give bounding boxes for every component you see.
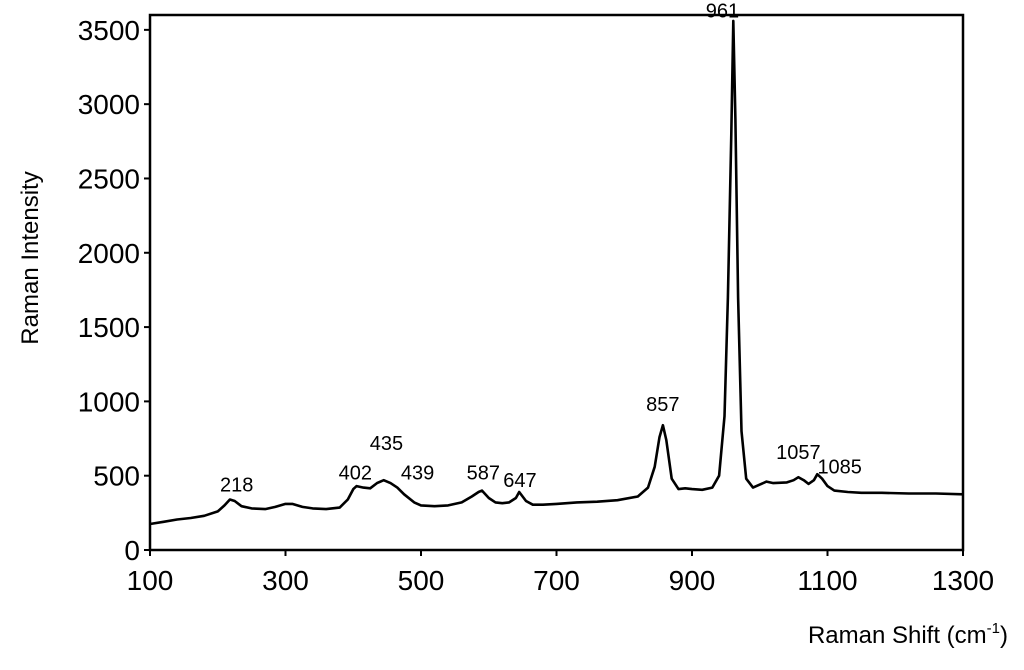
x-axis-title-superscript: -1 bbox=[987, 620, 1000, 637]
x-tick-label: 300 bbox=[262, 565, 309, 596]
x-axis-title-close: ) bbox=[1000, 622, 1008, 649]
x-axis-ticks: 100 300 500 700 900 1100 1300 bbox=[127, 550, 994, 596]
peak-label-435: 435 bbox=[370, 433, 403, 455]
y-axis-ticks: 0 500 1000 1500 2000 2500 3000 3500 bbox=[78, 15, 150, 566]
peak-label-439: 439 bbox=[401, 463, 434, 485]
y-axis-title: Raman Intensity bbox=[17, 171, 44, 344]
y-tick-label: 500 bbox=[93, 461, 140, 492]
x-tick-label: 900 bbox=[669, 565, 716, 596]
x-tick-label: 1100 bbox=[797, 565, 857, 596]
spectrum-line bbox=[149, 19, 964, 526]
peak-label-587: 587 bbox=[467, 463, 500, 485]
peak-label-1057: 1057 bbox=[776, 442, 821, 464]
x-axis-title: Raman Shift (cm-1) bbox=[808, 620, 1008, 649]
y-tick-label: 3000 bbox=[78, 89, 140, 120]
plot-area-frame bbox=[148, 13, 965, 552]
x-axis-title-main: Raman Shift (cm bbox=[808, 622, 987, 649]
x-tick-label: 100 bbox=[127, 565, 174, 596]
peak-label-218: 218 bbox=[220, 474, 253, 496]
y-tick-label: 2000 bbox=[78, 238, 140, 269]
peak-label-857: 857 bbox=[646, 394, 679, 416]
y-tick-label: 1500 bbox=[78, 312, 140, 343]
y-tick-label: 0 bbox=[124, 535, 140, 566]
peak-label-647: 647 bbox=[503, 470, 536, 492]
peak-label-402: 402 bbox=[339, 463, 372, 485]
x-tick-label: 700 bbox=[533, 565, 580, 596]
y-tick-label: 3500 bbox=[78, 15, 140, 46]
peak-label-961: 961 bbox=[706, 0, 739, 22]
y-tick-label: 1000 bbox=[78, 386, 140, 417]
x-tick-label: 1300 bbox=[932, 565, 994, 596]
peak-label-1085: 1085 bbox=[817, 457, 862, 479]
x-tick-label: 500 bbox=[398, 565, 445, 596]
y-tick-label: 2500 bbox=[78, 163, 140, 194]
